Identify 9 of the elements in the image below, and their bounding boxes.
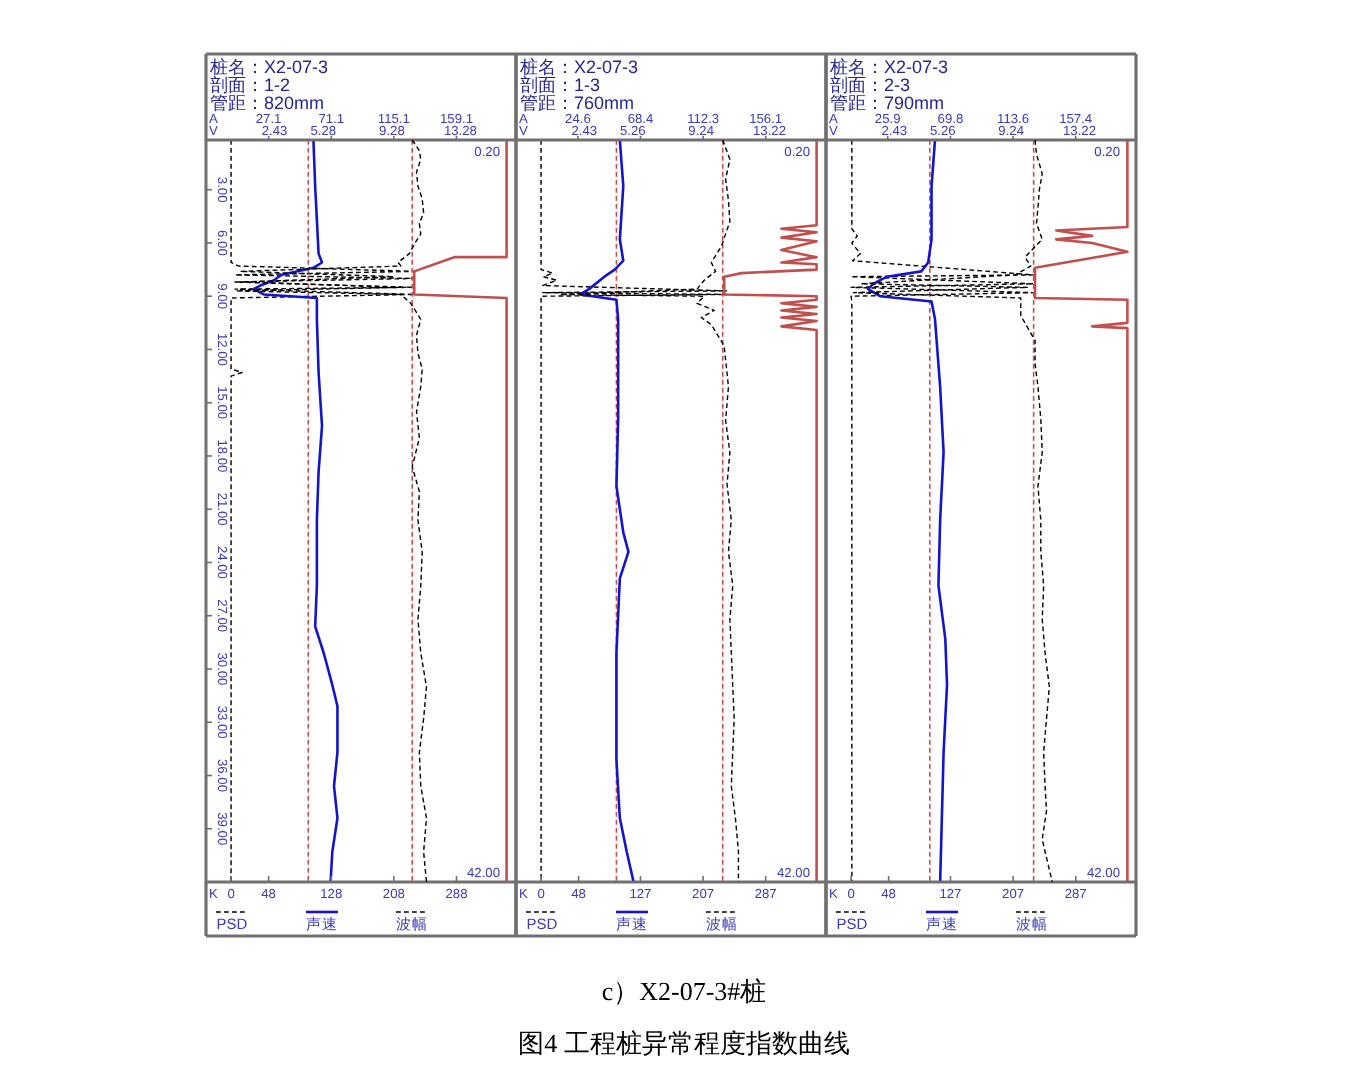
chart-subtitle: 剖面：1-3 管距：760mm [520, 75, 635, 114]
text: c）X2-07-3#桩 [601, 976, 767, 1006]
line-series [412, 138, 508, 884]
chart-subtitle: 剖面：1-2 管距：820mm [210, 75, 325, 114]
chart-subtitle: 剖面：2-3 管距：790mm [830, 75, 945, 114]
caption: 图4 工程桩异常程度指数曲线 [518, 1028, 850, 1058]
chart-title: 桩名：X2-07-3 [208, 56, 329, 77]
chart-title: 桩名：X2-07-3 [518, 56, 639, 77]
chart-title: 桩名：X2-07-3 [828, 56, 949, 77]
